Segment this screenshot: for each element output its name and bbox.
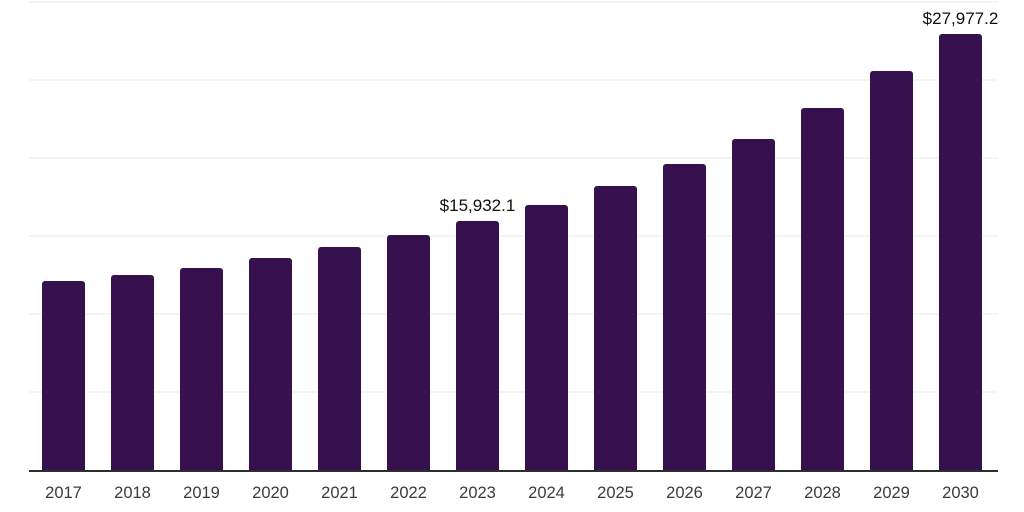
x-tick-2027: 2027: [735, 484, 772, 502]
x-axis-line: [29, 470, 998, 472]
bar-2027[interactable]: [732, 138, 775, 470]
bar-2030[interactable]: [939, 33, 982, 470]
bar-2020[interactable]: [249, 258, 292, 470]
bar-2024[interactable]: [525, 204, 568, 470]
bar-2018[interactable]: [111, 275, 154, 470]
gridline: [29, 1, 998, 3]
bar-2026[interactable]: [663, 164, 706, 470]
bar-2017[interactable]: [42, 281, 85, 470]
gridline: [29, 235, 998, 237]
gridline: [29, 313, 998, 315]
x-tick-2028: 2028: [804, 484, 841, 502]
bar-2029[interactable]: [870, 70, 913, 470]
x-tick-2024: 2024: [528, 484, 565, 502]
x-tick-2019: 2019: [183, 484, 220, 502]
bar-2022[interactable]: [387, 235, 430, 470]
x-tick-2030: 2030: [942, 484, 979, 502]
bar-2023[interactable]: [456, 221, 499, 470]
bar-2021[interactable]: [318, 246, 361, 470]
x-tick-2023: 2023: [459, 484, 496, 502]
gridline: [29, 391, 998, 393]
x-tick-2026: 2026: [666, 484, 703, 502]
bar-2025[interactable]: [594, 185, 637, 470]
x-tick-2029: 2029: [873, 484, 910, 502]
x-tick-2025: 2025: [597, 484, 634, 502]
gridline: [29, 157, 998, 159]
x-tick-2017: 2017: [45, 484, 82, 502]
bar-2028[interactable]: [801, 107, 844, 470]
x-tick-2018: 2018: [114, 484, 151, 502]
bar-2019[interactable]: [180, 267, 223, 470]
x-tick-2021: 2021: [321, 484, 358, 502]
x-tick-2020: 2020: [252, 484, 289, 502]
value-label-2023: $15,932.1: [439, 196, 516, 216]
gridline: [29, 79, 998, 81]
x-tick-2022: 2022: [390, 484, 427, 502]
value-label-2030: $27,977.2: [922, 8, 999, 28]
